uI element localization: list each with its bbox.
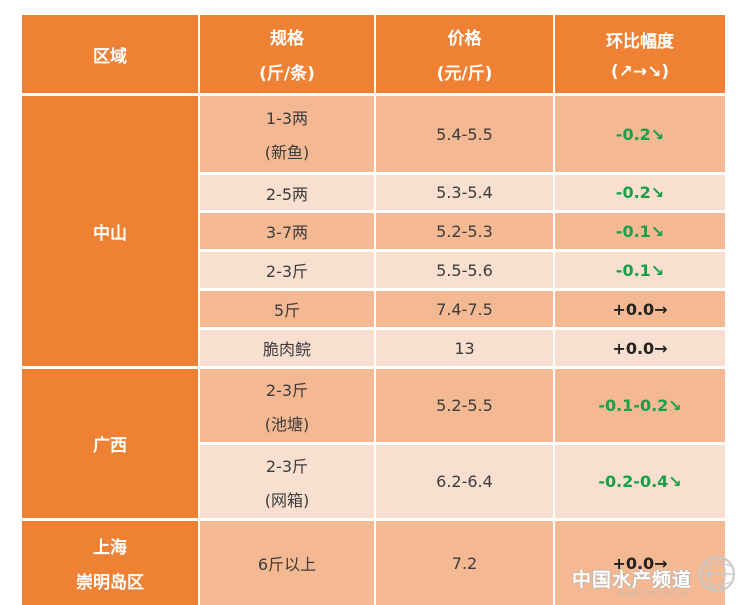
spec-value: 2-3斤 [265, 262, 309, 281]
price-value: 6.2-6.4 [436, 472, 493, 491]
header-spec-unit: (斤/条) [259, 64, 315, 84]
price-value: 13 [454, 338, 475, 358]
table-row-change: +0.0→ [555, 521, 725, 605]
price-value: 5.2-5.5 [436, 396, 493, 415]
table-row-price: 5.2-5.5 [376, 369, 553, 442]
change-value: -0.2↘ [615, 124, 665, 144]
spec-value: 3-7两 [265, 223, 309, 242]
header-change: 环比幅度 (↗→↘) [555, 15, 725, 93]
header-change-legend: (↗→↘) [610, 61, 670, 82]
table-row-change: -0.1↘ [555, 213, 725, 249]
spec-value: 1-3两 [265, 109, 309, 128]
region-guangxi: 广西 [22, 369, 198, 518]
watermark-url: www.fishfirst.cn [618, 589, 690, 597]
table-row-change: -0.1↘ [555, 252, 725, 288]
header-price-unit: (元/斤) [436, 64, 493, 84]
price-value: 7.2 [451, 553, 478, 573]
table-row-price: 7.4-7.5 [376, 291, 553, 327]
header-region-label: 区域 [93, 46, 127, 67]
table-row-price: 5.3-5.4 [376, 175, 553, 210]
price-value: 5.3-5.4 [436, 183, 493, 202]
price-value: 5.4-5.5 [436, 124, 493, 144]
table-row-spec: 脆肉鲩 [200, 330, 374, 366]
spec-value: 脆肉鲩 [262, 340, 311, 359]
spec-value: 2-3斤 [265, 456, 309, 476]
region-label: 上海 [93, 538, 127, 558]
change-value: -0.2-0.4↘ [598, 472, 682, 491]
change-value: +0.0→ [612, 553, 668, 573]
region-label: 中山 [93, 223, 127, 244]
table-row-spec: 6斤以上 [200, 521, 374, 605]
watermark-text: 中国水产频道 [572, 569, 693, 591]
table-row-spec: 1-3两 (新鱼) [200, 96, 374, 172]
region-zhongshan: 中山 [22, 96, 198, 366]
change-value: -0.1↘ [615, 260, 665, 280]
region-label: 广西 [93, 436, 127, 456]
header-spec: 规格 (斤/条) [200, 15, 374, 93]
header-price-label: 价格 [447, 29, 482, 49]
table-row-change: -0.2↘ [555, 96, 725, 172]
change-value: +0.0→ [612, 299, 668, 319]
table-row-spec: 2-3斤 [200, 252, 374, 288]
table-row-spec: 3-7两 [200, 213, 374, 249]
change-value: -0.2↘ [615, 183, 665, 202]
header-region: 区域 [22, 15, 198, 93]
change-value: -0.1↘ [615, 221, 665, 241]
table-row-change: -0.1-0.2↘ [555, 369, 725, 442]
table-row-price: 13 [376, 330, 553, 366]
region-sublabel: 崇明岛区 [76, 573, 144, 593]
header-spec-label: 规格 [270, 29, 304, 49]
spec-value: 6斤以上 [257, 555, 317, 574]
spec-note: (网箱) [264, 490, 310, 510]
table-row-spec: 2-5两 [200, 175, 374, 210]
spec-value: 5斤 [273, 301, 301, 320]
price-value: 7.4-7.5 [436, 299, 493, 319]
table-row-change: +0.0→ [555, 330, 725, 366]
table-row-change: +0.0→ [555, 291, 725, 327]
table-row-spec: 2-3斤 (网箱) [200, 445, 374, 518]
table-row-price: 7.2 [376, 521, 553, 605]
table-row-price: 6.2-6.4 [376, 445, 553, 518]
table-row-change: -0.2↘ [555, 175, 725, 210]
region-shanghai: 上海 崇明岛区 [22, 521, 198, 605]
table-row-price: 5.2-5.3 [376, 213, 553, 249]
spec-value: 2-3斤 [265, 380, 309, 400]
table-row-spec: 2-3斤 (池塘) [200, 369, 374, 442]
table-row-change: -0.2-0.4↘ [555, 445, 725, 518]
price-value: 5.5-5.6 [436, 260, 493, 280]
table-row-price: 5.5-5.6 [376, 252, 553, 288]
spec-note: (池塘) [264, 414, 310, 434]
table-row-spec: 5斤 [200, 291, 374, 327]
header-price: 价格 (元/斤) [376, 15, 553, 93]
table-row-price: 5.4-5.5 [376, 96, 553, 172]
spec-note: (新鱼) [264, 143, 310, 162]
spec-value: 2-5两 [265, 184, 309, 204]
header-change-label: 环比幅度 [606, 31, 674, 52]
price-value: 5.2-5.3 [436, 221, 493, 241]
globe-logo-icon [699, 556, 735, 592]
change-value: +0.0→ [612, 338, 668, 358]
change-value: -0.1-0.2↘ [598, 396, 682, 415]
